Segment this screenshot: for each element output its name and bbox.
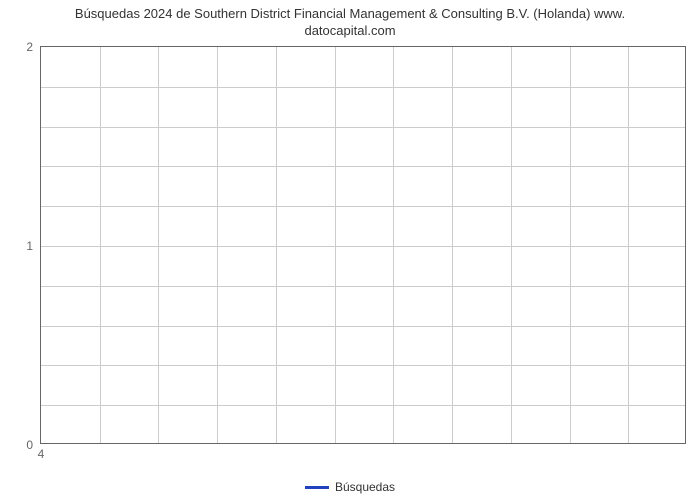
gridline-horizontal (41, 87, 685, 88)
legend: Búsquedas (305, 480, 395, 494)
gridline-vertical (158, 47, 159, 443)
gridline-vertical (570, 47, 571, 443)
gridline-vertical (276, 47, 277, 443)
gridline-horizontal (41, 246, 685, 247)
x-tick-label: 4 (38, 443, 45, 461)
chart-title-line1: Búsquedas 2024 de Southern District Fina… (75, 6, 625, 21)
gridline-horizontal (41, 206, 685, 207)
plot-area: 0124 (40, 46, 686, 444)
gridline-vertical (217, 47, 218, 443)
gridline-horizontal (41, 405, 685, 406)
legend-label: Búsquedas (335, 480, 395, 494)
gridline-horizontal (41, 365, 685, 366)
gridline-vertical (628, 47, 629, 443)
legend-swatch (305, 486, 329, 489)
gridline-horizontal (41, 326, 685, 327)
gridline-horizontal (41, 166, 685, 167)
gridline-horizontal (41, 127, 685, 128)
gridline-horizontal (41, 286, 685, 287)
chart-title: Búsquedas 2024 de Southern District Fina… (0, 0, 700, 40)
gridline-vertical (335, 47, 336, 443)
gridline-vertical (393, 47, 394, 443)
gridline-vertical (511, 47, 512, 443)
y-tick-label: 1 (26, 239, 41, 253)
gridline-vertical (452, 47, 453, 443)
y-tick-label: 2 (26, 40, 41, 54)
gridline-vertical (100, 47, 101, 443)
chart-title-line2: datocapital.com (304, 23, 395, 38)
